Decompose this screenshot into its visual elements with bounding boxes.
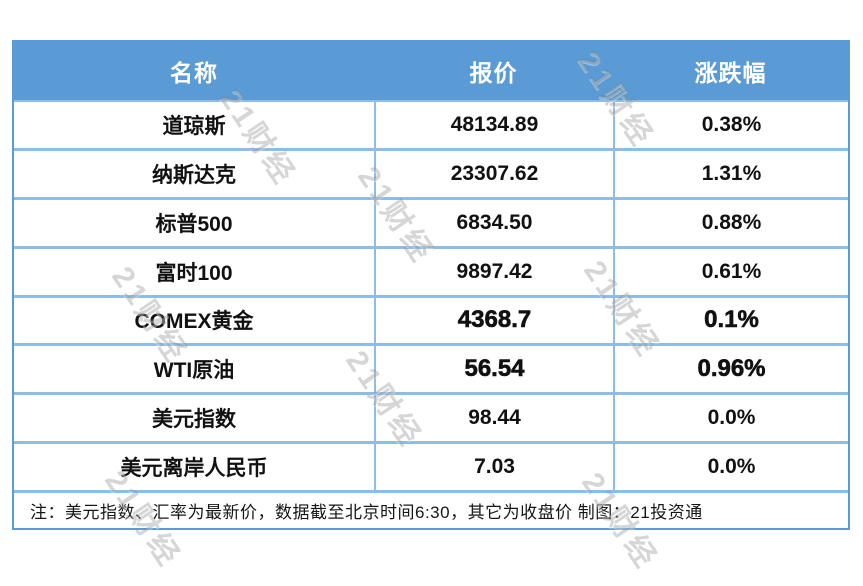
header-cell-price: 报价 (469, 60, 518, 86)
table-row: 标普500 6834.50 0.88% (14, 196, 848, 246)
header-cell-name: 名称 (170, 60, 218, 86)
cell-change: 0.0% (613, 395, 848, 442)
cell-name: 美元指数 (152, 408, 236, 432)
cell-name: WTI原油 (153, 359, 235, 383)
cell-price: 4368.7 (374, 297, 613, 344)
cell-name: 纳斯达克 (152, 163, 236, 187)
cell-name: 富时100 (155, 261, 233, 285)
cell-change: 0.1% (613, 297, 848, 344)
table-row: COMEX黄金 4368.7 0.1% (14, 294, 848, 344)
cell-price: 6834.50 (374, 199, 613, 246)
table-row: 美元指数 98.44 0.0% (14, 392, 848, 442)
footnote: 注：美元指数、汇率为最新价，数据截至北京时间6:30，其它为收盘价 制图：21投… (14, 490, 848, 528)
cell-change: 0.88% (613, 199, 848, 246)
cell-change: 1.31% (613, 150, 848, 197)
cell-name: COMEX黄金 (134, 310, 254, 334)
cell-change: 0.61% (613, 248, 848, 295)
cell-price: 23307.62 (374, 150, 613, 197)
cell-price: 9897.42 (374, 248, 613, 295)
table-row: 纳斯达克 23307.62 1.31% (14, 147, 848, 197)
cell-price: 48134.89 (374, 102, 613, 148)
cell-change: 0.38% (613, 102, 848, 148)
table-row: 富时100 9897.42 0.61% (14, 245, 848, 295)
cell-name: 道琼斯 (162, 114, 226, 138)
cell-price: 7.03 (374, 444, 613, 490)
cell-change: 0.0% (613, 444, 848, 490)
table-row: WTI原油 56.54 0.96% (14, 343, 848, 393)
table-body: 道琼斯 48134.89 0.38% 纳斯达克 23307.62 1.31% 标… (14, 100, 848, 490)
table-row: 美元离岸人民币 7.03 0.0% (14, 441, 848, 490)
cell-price: 98.44 (374, 395, 613, 442)
market-quote-table: 名称 报价 涨跌幅 道琼斯 48134.89 0.38% 纳斯达克 23307.… (12, 40, 850, 530)
cell-change: 0.96% (613, 346, 848, 393)
cell-name: 标普500 (155, 212, 233, 236)
table-header-row: 名称 报价 涨跌幅 (14, 42, 848, 100)
cell-name: 美元离岸人民币 (120, 457, 268, 481)
header-cell-change: 涨跌幅 (694, 60, 767, 86)
table-row: 道琼斯 48134.89 0.38% (14, 100, 848, 148)
cell-price: 56.54 (374, 346, 613, 393)
